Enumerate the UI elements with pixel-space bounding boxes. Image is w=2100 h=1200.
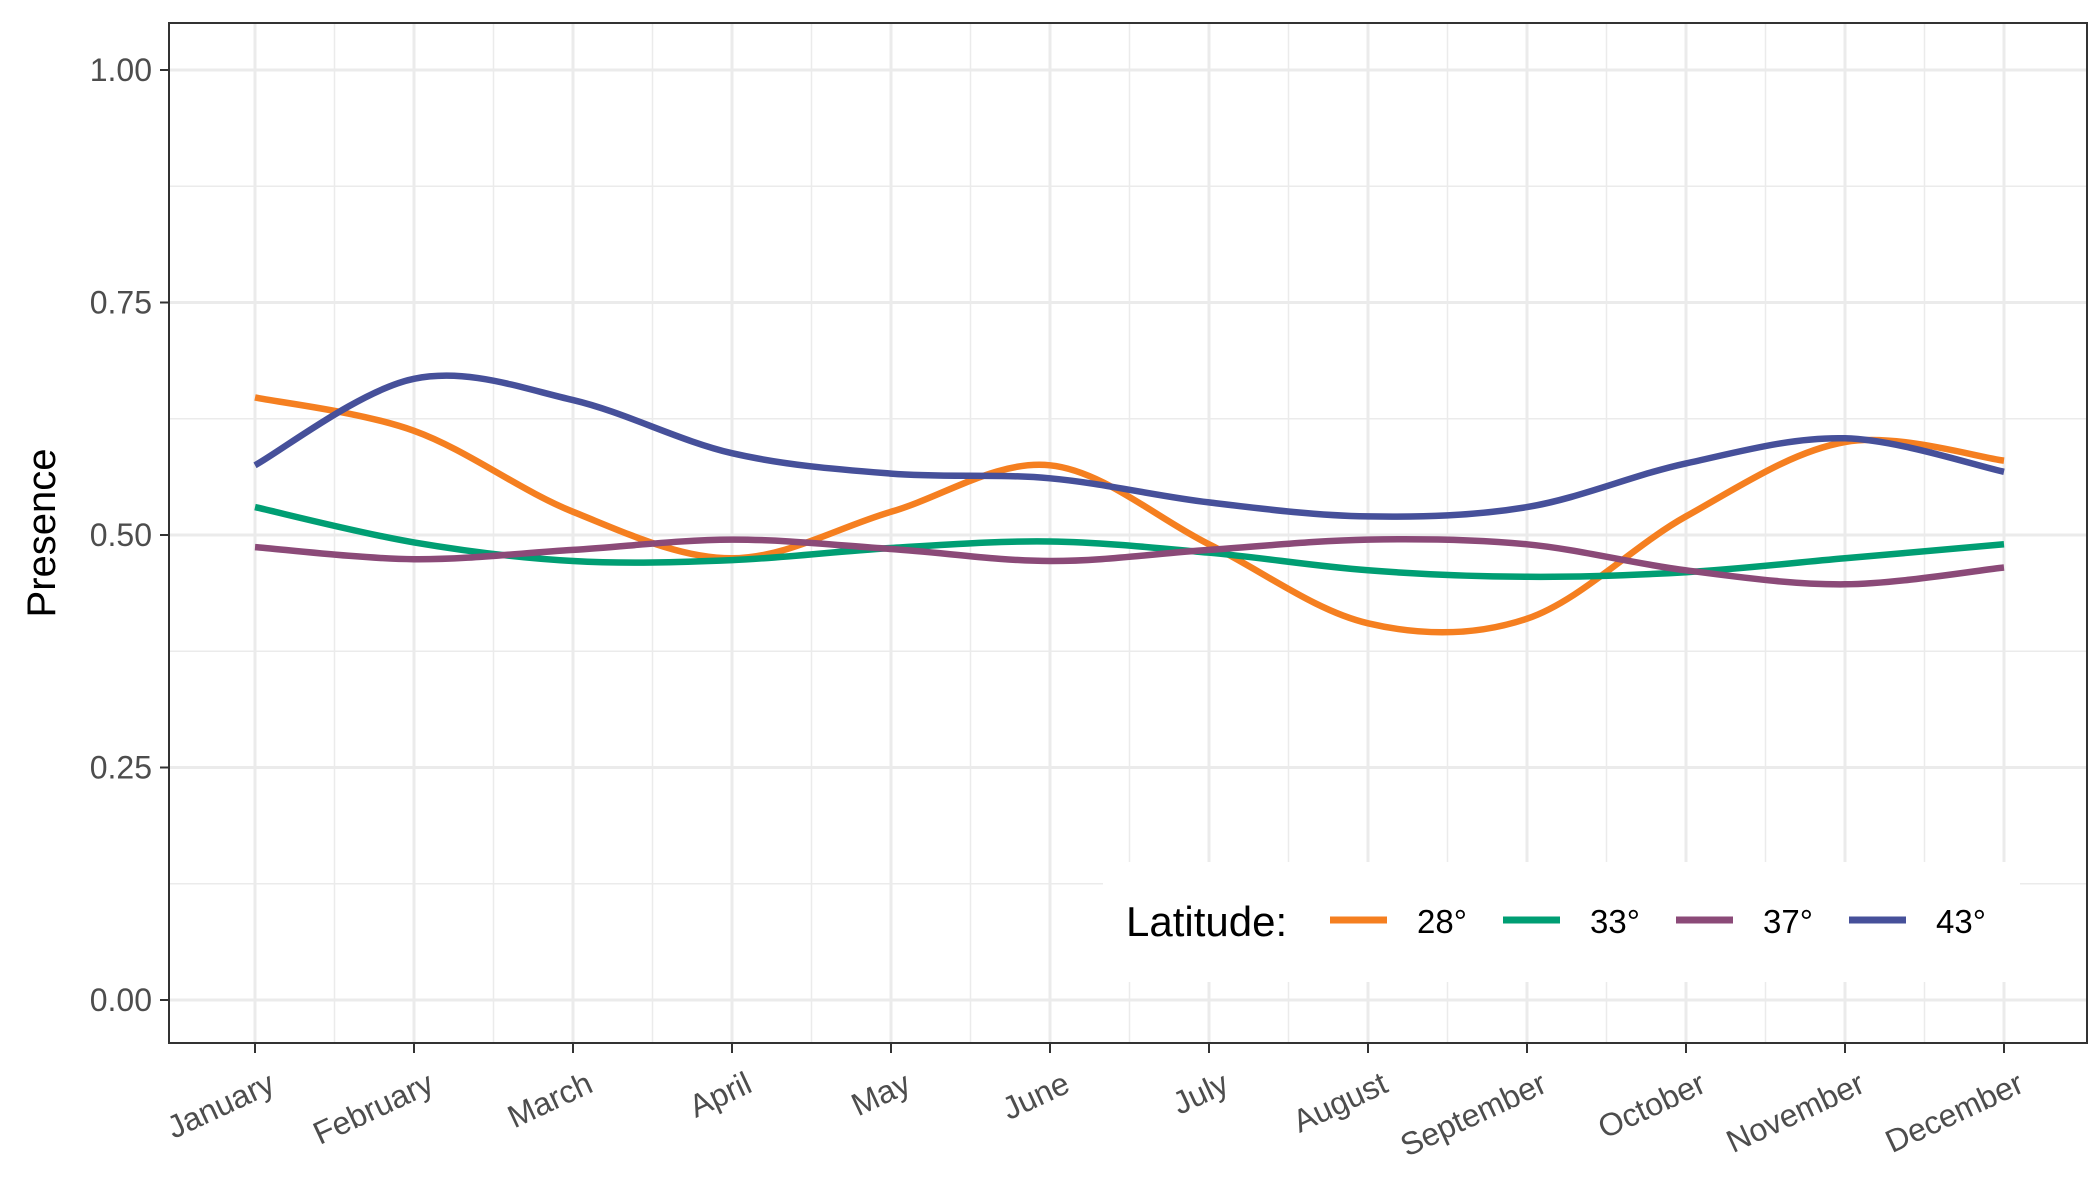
series-layer <box>253 372 2005 636</box>
y-axis-title: Presence <box>20 449 64 618</box>
legend-title: Latitude: <box>1126 898 1287 945</box>
legend: Latitude: 28° 33° 37° 43° <box>1103 862 2020 982</box>
legend-label: 37° <box>1763 903 1813 940</box>
y-tick-label: 0.50 <box>90 517 152 553</box>
legend-label: 33° <box>1590 903 1640 940</box>
y-axis: 0.00 0.25 0.50 0.75 1.00 <box>90 52 169 1018</box>
plot-panel-border <box>168 22 2088 1044</box>
series-line <box>254 394 2005 636</box>
series-line <box>254 535 2005 588</box>
y-tick-label: 1.00 <box>90 52 152 88</box>
series-line <box>253 372 2005 520</box>
y-tick-label: 0.75 <box>90 285 152 321</box>
y-tick-label: 0.00 <box>90 982 152 1018</box>
legend-label: 28° <box>1417 903 1467 940</box>
y-tick-label: 0.25 <box>90 750 152 786</box>
legend-label: 43° <box>1936 903 1986 940</box>
